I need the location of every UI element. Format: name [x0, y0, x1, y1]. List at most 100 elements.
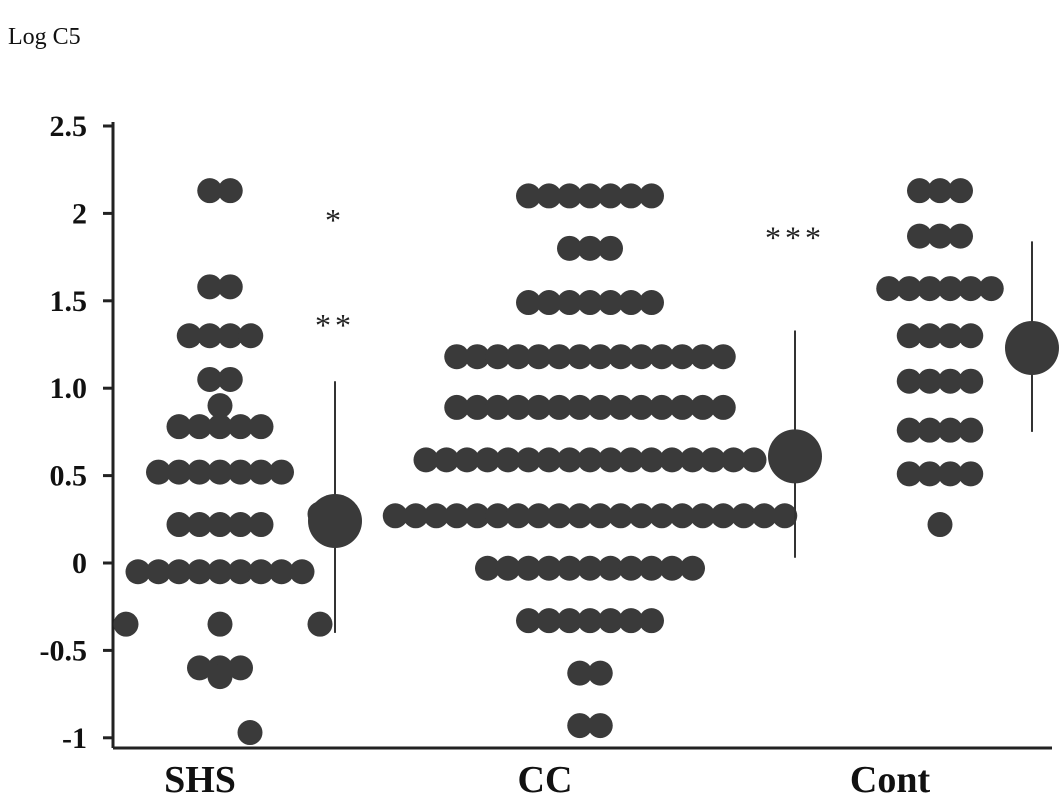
data-point [608, 503, 634, 529]
data-point [598, 183, 623, 209]
data-point [896, 461, 922, 487]
data-point [628, 344, 654, 370]
data-point [536, 555, 562, 581]
data-point [269, 459, 294, 485]
data-point [680, 555, 705, 581]
data-point [146, 559, 171, 585]
data-point [577, 235, 603, 261]
data-point [587, 344, 613, 370]
data-point [557, 183, 582, 209]
data-point [546, 344, 572, 370]
data-point [475, 447, 500, 473]
data-point [166, 459, 192, 485]
data-point [876, 276, 902, 302]
data-point [639, 290, 664, 316]
y-tick-label: 2.5 [50, 110, 88, 143]
data-point [948, 178, 973, 204]
data-point [598, 555, 623, 581]
data-point [207, 459, 233, 485]
data-point [228, 414, 253, 440]
data-point [917, 323, 943, 349]
data-point [741, 447, 767, 473]
data-point [907, 178, 932, 204]
data-point [207, 512, 233, 538]
y-tick-label: 1.0 [50, 372, 88, 405]
data-point [505, 503, 531, 529]
data-point [598, 290, 623, 316]
data-point [557, 608, 582, 634]
data-point [444, 503, 470, 529]
data-point [434, 447, 459, 473]
group-means [308, 241, 1059, 633]
data-point [207, 611, 233, 637]
data-point [485, 394, 511, 420]
data-point [639, 608, 664, 634]
data-point [958, 323, 984, 349]
data-point [577, 183, 603, 209]
data-point [464, 344, 490, 370]
data-point [464, 503, 490, 529]
data-point [217, 323, 243, 349]
data-point [454, 447, 480, 473]
data-point [907, 223, 932, 249]
data-point [567, 344, 593, 370]
data-point [516, 447, 541, 473]
x-category-labels: SHS CC Cont [164, 759, 930, 801]
data-point [485, 503, 511, 529]
data-point [937, 461, 963, 487]
data-point [917, 461, 943, 487]
data-point [546, 394, 572, 420]
data-point [382, 503, 408, 529]
data-point [207, 414, 233, 440]
data-point [710, 344, 736, 370]
data-point [248, 559, 274, 585]
data-point [475, 555, 500, 581]
data-point [187, 559, 212, 585]
data-point [557, 555, 582, 581]
data-point [536, 608, 562, 634]
y-tick-label: -0.5 [40, 634, 88, 667]
data-point [628, 394, 654, 420]
data-point [228, 512, 253, 538]
y-tick-label: 1.5 [50, 285, 88, 318]
data-point [307, 611, 333, 637]
y-tick-label: 2 [72, 197, 87, 230]
data-point [557, 290, 582, 316]
data-point [587, 713, 613, 739]
data-point [690, 344, 716, 370]
data-point [187, 512, 212, 538]
data-point [896, 276, 922, 302]
data-point [269, 559, 294, 585]
data-point [228, 559, 253, 585]
data-point [587, 394, 613, 420]
data-point [516, 555, 541, 581]
data-point [536, 183, 562, 209]
data-point [536, 290, 562, 316]
data-point [598, 447, 623, 473]
data-point [495, 555, 521, 581]
data-point [464, 394, 490, 420]
data-point [567, 660, 593, 686]
data-point [751, 503, 777, 529]
data-point [557, 235, 582, 261]
data-point [146, 459, 171, 485]
data-point [649, 344, 675, 370]
data-point [228, 459, 253, 485]
y-tick-labels: 2.5 2 1.5 1.0 0.5 0 -0.5 -1 [40, 110, 88, 755]
data-points [113, 178, 1004, 746]
data-point [937, 276, 963, 302]
data-point [690, 503, 716, 529]
y-tick-label: -1 [62, 722, 87, 755]
data-point [927, 512, 953, 538]
y-tick-label: 0.5 [50, 460, 88, 493]
data-point [217, 178, 243, 204]
data-point [649, 394, 675, 420]
data-point [166, 414, 192, 440]
data-point [618, 555, 644, 581]
data-point [187, 414, 212, 440]
data-point [238, 323, 264, 349]
data-point [608, 394, 634, 420]
data-point [669, 394, 695, 420]
data-point [721, 447, 746, 473]
data-point [403, 503, 429, 529]
